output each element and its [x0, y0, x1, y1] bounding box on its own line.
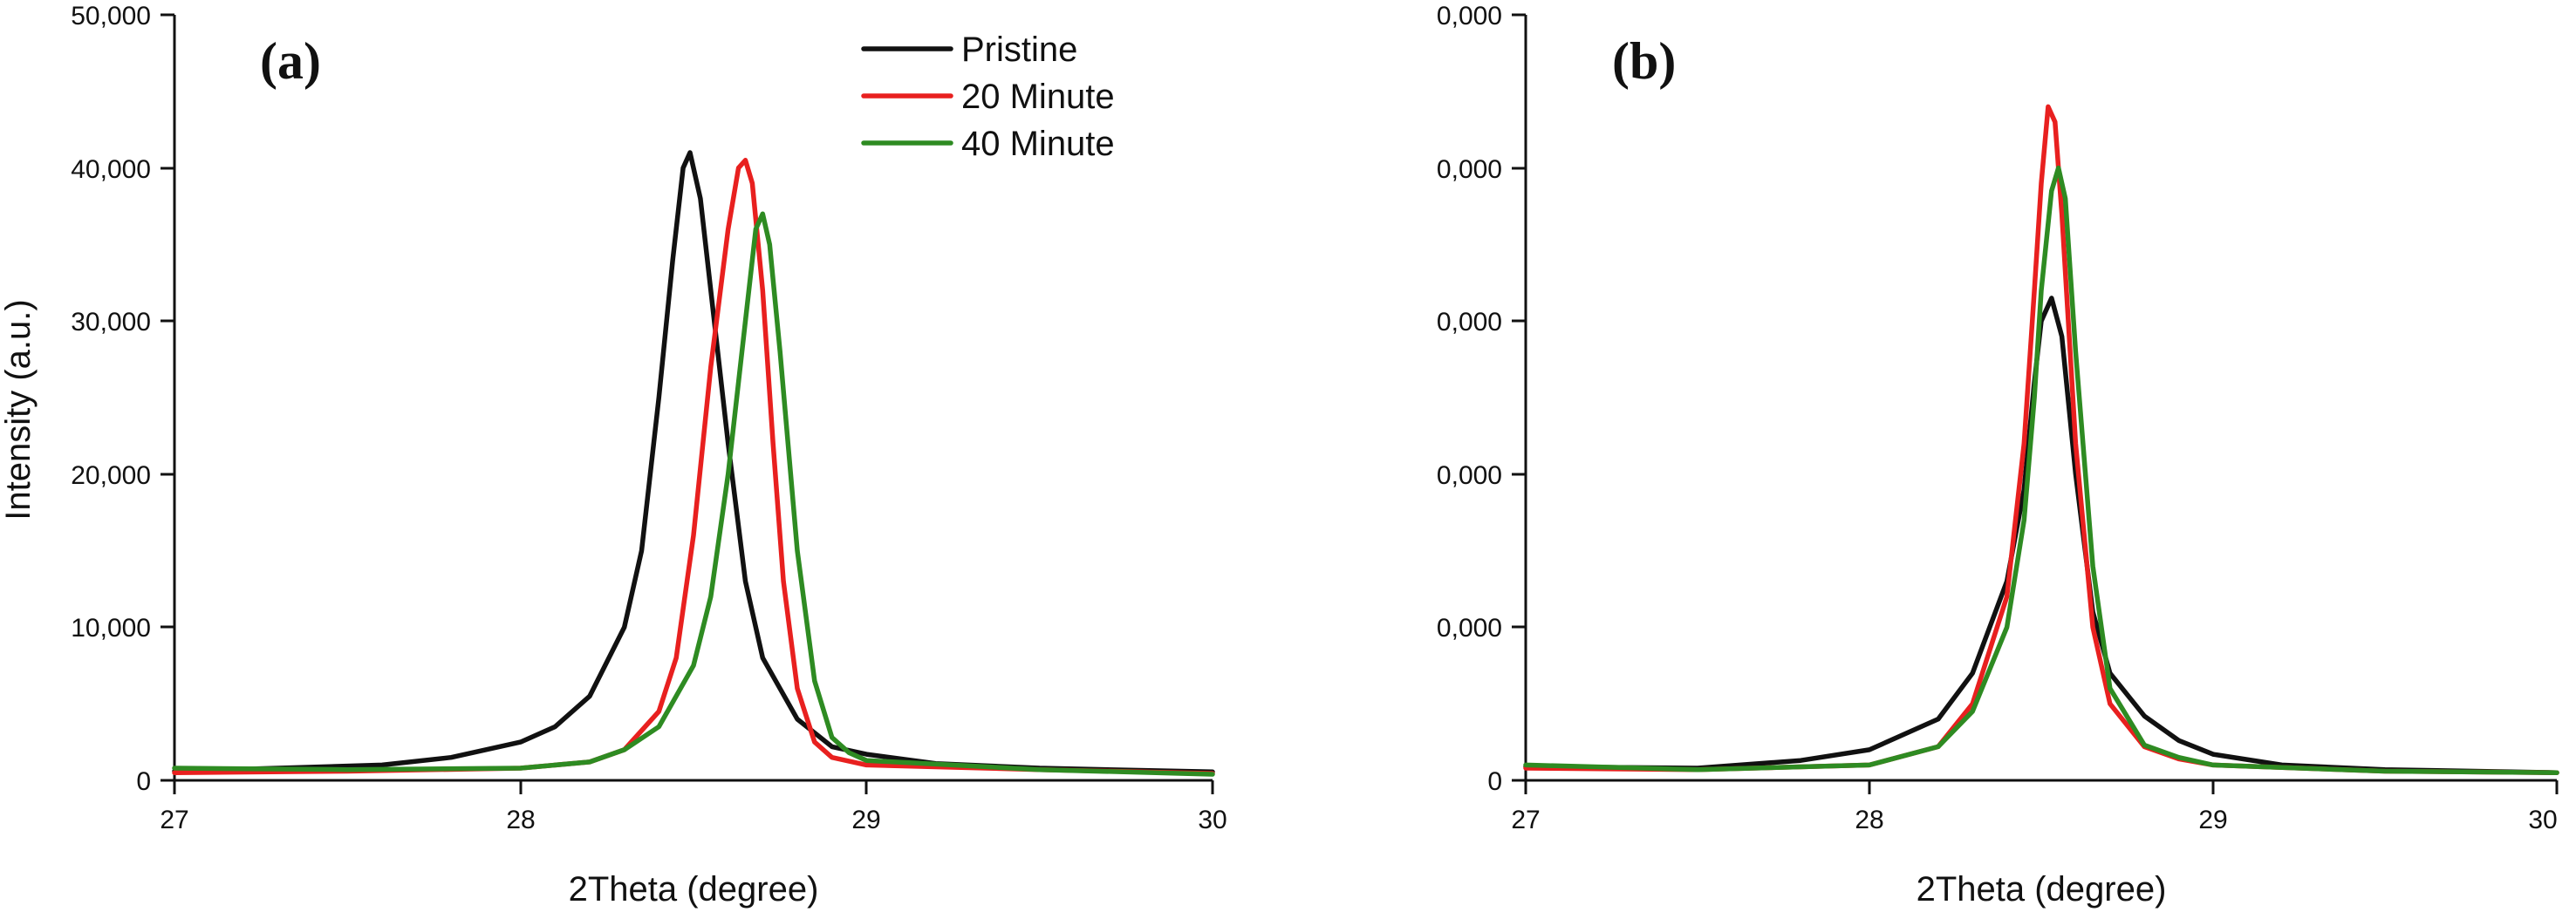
panel-b-x-tick-label: 29: [2198, 806, 2227, 834]
panel-b-y-tick-labels: 0 0,000 0,000 0,000 0,000 0,000: [1437, 2, 1502, 796]
panel-a-y-tick-label: 40,000: [71, 155, 151, 184]
panel-b-series-3-line: [1523, 165, 2559, 775]
panel-b-y-tick-label: 0,000: [1437, 461, 1502, 490]
panel-a-x-tick-label: 29: [851, 806, 880, 834]
panel-a-y-axis-title: Intensity (a.u.): [0, 299, 38, 520]
legend-label-20-minute: 20 Minute: [961, 78, 1115, 116]
panel-b-x-axis-title: 2Theta (degree): [1917, 870, 2167, 909]
legend-entry-20-minute: 20 Minute: [861, 78, 1115, 116]
panel-a-x-axis-title: 2Theta (degree): [569, 870, 819, 909]
panel-b-plot-area: [1523, 104, 2559, 775]
panel-a-legend: Pristine 20 Minute 40 Minute: [861, 31, 1115, 163]
panel-a-series-40-minute-line: [172, 211, 1215, 777]
panel-b-y-tick-label: 0,000: [1437, 614, 1502, 643]
panel-a-y-tick-label: 50,000: [71, 2, 151, 31]
legend-entry-pristine: Pristine: [861, 31, 1077, 69]
panel-b-x-tick-label: 27: [1511, 806, 1540, 834]
panel-b-series-2-line: [1523, 104, 2559, 775]
panel-a: 0 10,000 20,000 30,000 40,000 50,000 27 …: [0, 2, 1227, 909]
panel-a-y-tick-label: 30,000: [71, 308, 151, 337]
panel-a-x-tick-labels: 27 28 29 30: [160, 806, 1227, 834]
panel-b-x-ticks: [1524, 780, 2559, 794]
panel-a-x-tick-label: 28: [506, 806, 535, 834]
panel-b: 0 0,000 0,000 0,000 0,000 0,000 27 28 29…: [1437, 2, 2559, 909]
panel-a-label: (a): [260, 32, 321, 90]
legend-entry-40-minute: 40 Minute: [861, 125, 1115, 163]
panel-a-series-20-minute-line: [172, 158, 1215, 776]
legend-label-40-minute: 40 Minute: [961, 125, 1115, 163]
panel-b-x-tick-labels: 27 28 29 30: [1511, 806, 2557, 834]
panel-b-y-tick-label: 0,000: [1437, 155, 1502, 184]
panel-a-y-tick-label: 20,000: [71, 461, 151, 490]
legend-label-pristine: Pristine: [961, 31, 1077, 69]
panel-a-y-tick-label: 0: [136, 767, 151, 796]
panel-a-x-tick-label: 30: [1198, 806, 1227, 834]
panel-a-y-tick-label: 10,000: [71, 614, 151, 643]
panel-b-y-tick-label: 0,000: [1437, 308, 1502, 337]
panel-b-y-tick-label: 0: [1487, 767, 1502, 796]
panel-a-series-pristine-line: [172, 150, 1215, 775]
panel-a-plot-area: [172, 150, 1215, 777]
panel-a-x-ticks: [173, 780, 1214, 794]
panel-b-series-1-line: [1523, 296, 2559, 775]
panel-a-y-tick-labels: 0 10,000 20,000 30,000 40,000 50,000: [71, 2, 151, 796]
panel-a-x-tick-label: 27: [160, 806, 188, 834]
panel-a-y-ticks: [161, 13, 174, 782]
panel-b-x-tick-label: 30: [2528, 806, 2557, 834]
panel-b-y-ticks: [1512, 13, 1526, 782]
panel-b-label: (b): [1612, 32, 1676, 90]
panel-b-x-tick-label: 28: [1855, 806, 1883, 834]
panel-b-y-tick-label: 0,000: [1437, 2, 1502, 31]
